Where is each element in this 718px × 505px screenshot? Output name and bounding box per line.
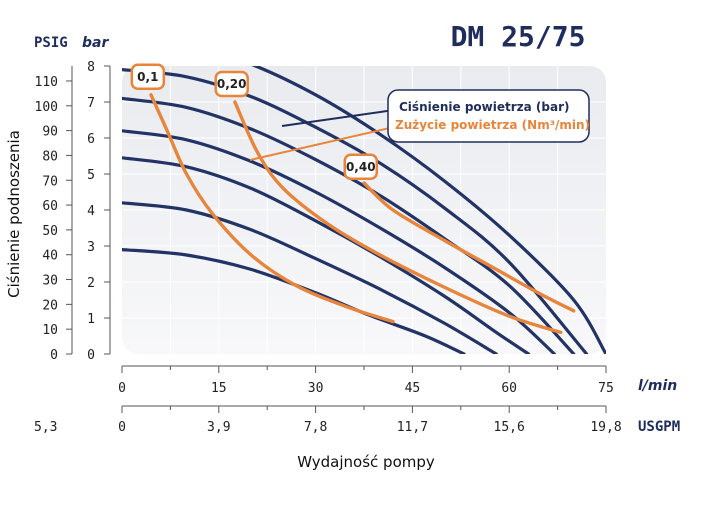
y-bar-tick-label: 3 [87,240,95,255]
x-lmin-tick-label: 45 [405,381,421,396]
lmin-unit-label: l/min [638,378,677,394]
x-usgpm-tick-label: 3,9 [207,420,230,435]
y-axis-title: Ciśnienie podnoszenia [5,130,23,298]
legend-consumption-leader [249,126,395,161]
y-psig-tick-label: 10 [42,323,58,338]
legend: Ciśnienie powietrza (bar) Zużycie powiet… [249,89,590,161]
x-axis-title: Wydajność pompy [297,453,435,471]
y-bar-tick-label: 7 [87,96,95,111]
y-psig-tick-label: 20 [42,298,58,313]
consumption-label: 0,1 [137,70,158,84]
consumption-label-box [343,153,379,181]
y-bar-tick-label: 0 [87,348,95,363]
x-lmin-tick-label: 15 [211,381,227,396]
y-bar-tick-label: 8 [87,60,95,75]
pressure-curve [122,201,498,354]
usgpm-left-value: 5,3 [34,420,57,435]
consumption-label: 0,40 [346,160,376,174]
legend-pressure-label: Ciśnienie powietrza (bar) [399,100,570,114]
x-lmin-tick-label: 30 [308,381,324,396]
x-usgpm-tick-label: 11,7 [397,420,428,435]
x-axis-lmin: 0 15 30 45 60 75 [118,365,614,396]
x-usgpm-tick-label: 7,8 [304,420,327,435]
y-psig-tick-label: 70 [42,174,58,189]
legend-pressure-leader [281,109,395,127]
pressure-curve [122,156,531,354]
consumption-label-box [214,70,249,98]
x-axis-usgpm: 0 3,9 7,8 11,7 15,6 19,8 [118,405,622,435]
y-psig-tick-label: 110 [35,75,58,90]
y-bar-tick-label: 2 [87,276,95,291]
y-psig-tick-label: 60 [42,199,58,214]
y-psig-tick-label: 0 [50,348,58,363]
y-axis-psig: 0 10 20 30 40 50 60 70 80 90 100 110 [35,66,73,363]
bar-unit-label: bar [82,35,109,51]
usgpm-unit-label: USGPM [638,419,680,435]
y-psig-tick-label: 50 [42,224,58,239]
y-psig-tick-label: 40 [42,249,58,264]
x-usgpm-tick-label: 0 [118,420,126,435]
y-bar-tick-label: 4 [87,204,95,219]
consumption-label-box [130,63,166,91]
y-psig-tick-label: 80 [42,149,58,164]
consumption-curve [149,93,395,324]
x-usgpm-tick-label: 15,6 [494,420,525,435]
x-lmin-tick-label: 60 [501,381,517,396]
consumption-label: 0,20 [217,77,247,91]
psig-unit-label: PSIG [34,35,68,51]
x-lmin-tick-label: 0 [118,381,126,396]
y-bar-tick-label: 5 [87,168,95,183]
y-psig-tick-label: 90 [42,125,58,140]
y-psig-tick-label: 100 [35,100,58,115]
chart-title: DM 25/75 [451,20,586,53]
consumption-curve [362,181,576,313]
x-usgpm-tick-label: 19,8 [590,420,621,435]
pressure-curve [122,129,556,354]
legend-box [387,89,590,143]
pressure-curve [251,66,606,354]
consumption-labels: 0,1 0,20 0,40 [130,63,379,181]
y-bar-tick-label: 1 [87,312,95,327]
y-psig-tick-label: 30 [42,274,58,289]
x-lmin-tick-label: 75 [598,381,614,396]
pressure-curve [122,68,589,354]
legend-consumption-label: Zużycie powietrza (Nm³/min) [395,118,590,132]
y-bar-tick-label: 6 [87,132,95,147]
y-axis-bar: 0 1 2 3 4 5 6 7 8 [87,60,111,363]
